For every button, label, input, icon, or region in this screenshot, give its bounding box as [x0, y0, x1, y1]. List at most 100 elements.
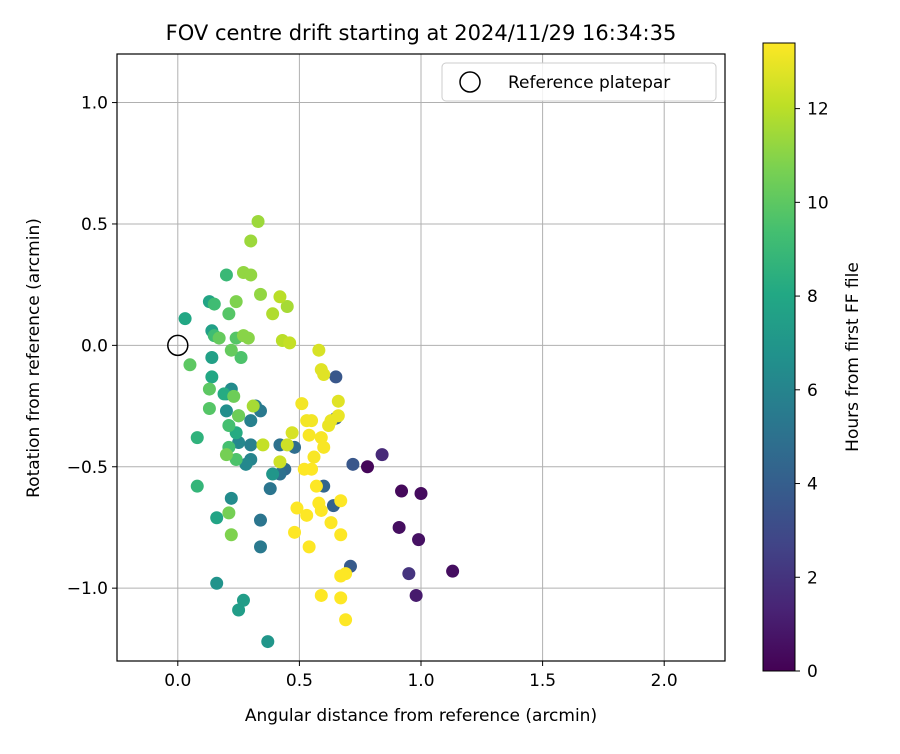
data-point	[232, 603, 246, 617]
data-point	[219, 448, 233, 462]
data-point	[251, 215, 265, 229]
data-point	[207, 297, 221, 311]
data-point	[253, 287, 267, 301]
data-point	[244, 268, 258, 282]
data-point	[302, 540, 316, 554]
data-point	[227, 389, 241, 403]
data-point	[339, 613, 353, 627]
data-point	[375, 448, 389, 462]
x-tick-label: 1.5	[529, 671, 556, 691]
data-point	[412, 533, 426, 547]
data-point	[229, 295, 243, 309]
data-point	[346, 457, 360, 471]
data-point	[290, 501, 304, 515]
data-point	[246, 399, 260, 413]
data-point	[205, 351, 219, 364]
y-tick-label: −0.5	[67, 458, 108, 478]
data-point	[414, 486, 428, 500]
data-point	[280, 300, 294, 314]
y-axis-ticks: −1.0 −0.5 0.0 0.5 1.0	[67, 94, 117, 599]
data-point	[219, 404, 233, 418]
data-point	[224, 491, 238, 505]
y-axis-label: Rotation from reference (arcmin)	[24, 218, 44, 498]
x-axis-label: Angular distance from reference (arcmin)	[245, 706, 597, 726]
data-point	[305, 414, 319, 428]
data-point	[334, 494, 348, 508]
data-point	[224, 528, 238, 542]
data-point	[446, 564, 460, 578]
colorbar-label: Hours from first FF file	[843, 262, 863, 452]
legend: Reference platepar	[441, 62, 717, 102]
data-point	[312, 343, 326, 357]
legend-marker-circle-icon	[459, 71, 481, 93]
data-point	[314, 431, 328, 445]
data-point	[300, 508, 314, 522]
colorbar-tick-label: 6	[807, 381, 818, 401]
x-tick-label: 1.0	[407, 671, 434, 691]
data-point	[222, 506, 236, 520]
data-point	[329, 370, 343, 384]
y-tick-label: −1.0	[67, 579, 108, 599]
y-tick-label: 1.0	[81, 94, 108, 114]
data-point	[236, 593, 250, 607]
data-point	[210, 576, 224, 590]
data-point	[266, 307, 280, 321]
data-point	[222, 307, 236, 321]
data-point	[334, 591, 348, 605]
data-point	[205, 370, 219, 384]
colorbar-tick-label: 0	[807, 662, 818, 682]
data-point	[288, 525, 302, 539]
data-point	[190, 479, 204, 493]
data-point	[295, 397, 309, 411]
data-point	[224, 343, 238, 357]
data-point	[307, 450, 321, 464]
data-point	[402, 567, 416, 581]
data-point	[219, 268, 233, 282]
data-point	[392, 520, 406, 534]
x-tick-label: 0.5	[286, 671, 313, 691]
x-tick-label: 0.0	[164, 671, 191, 691]
data-point	[409, 588, 423, 602]
data-point	[334, 528, 348, 542]
x-tick-label: 2.0	[651, 671, 678, 691]
data-point	[314, 588, 328, 602]
colorbar-tick-label: 2	[807, 568, 818, 588]
data-point	[253, 513, 267, 527]
data-point	[232, 435, 246, 449]
data-point	[239, 457, 253, 471]
data-point	[234, 351, 248, 364]
data-point	[256, 438, 270, 452]
data-point	[324, 516, 338, 530]
data-point	[244, 234, 258, 248]
data-point	[212, 331, 226, 345]
data-point	[202, 382, 216, 396]
data-point	[232, 409, 246, 423]
data-point	[317, 440, 331, 454]
data-point	[331, 394, 345, 408]
colorbar-tick-label: 4	[807, 475, 818, 495]
data-point	[190, 431, 204, 445]
data-point	[322, 418, 336, 432]
legend-box	[441, 62, 717, 102]
data-point	[222, 418, 236, 432]
data-point	[283, 336, 297, 350]
data-points	[178, 215, 460, 649]
data-point	[217, 387, 231, 401]
data-point	[229, 452, 243, 466]
reference-marker-group	[167, 334, 189, 357]
colorbar-tick-label: 8	[807, 287, 818, 307]
chart-title: FOV centre drift starting at 2024/11/29 …	[166, 21, 677, 45]
data-point	[253, 540, 267, 554]
data-point	[305, 462, 319, 476]
data-point	[339, 567, 353, 581]
data-point	[244, 414, 258, 428]
x-axis-ticks: 0.0 0.5 1.0 1.5 2.0	[164, 661, 678, 691]
grid	[117, 54, 725, 661]
data-point	[302, 428, 316, 442]
data-point	[261, 635, 275, 649]
data-point	[183, 358, 197, 372]
data-point	[202, 401, 216, 415]
data-point	[360, 460, 374, 474]
